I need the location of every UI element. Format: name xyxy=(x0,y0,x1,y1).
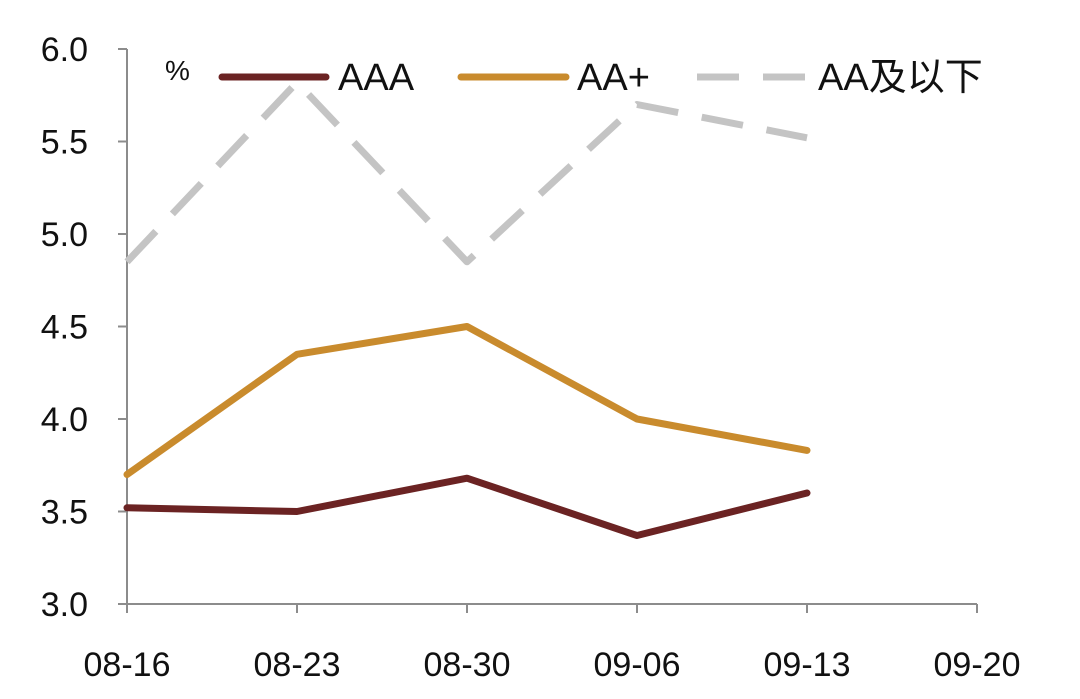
x-tick-label: 09-20 xyxy=(934,646,1021,684)
legend-item-2: AA及以下 xyxy=(697,57,983,99)
y-unit-label: % xyxy=(165,55,190,86)
series-line-2 xyxy=(124,78,808,266)
legend-item-1: AA+ xyxy=(457,57,650,99)
legend-label: AA+ xyxy=(577,57,650,99)
x-tick-label: 08-30 xyxy=(424,646,511,684)
series-lines xyxy=(123,78,811,539)
legend-item-0: AAA xyxy=(218,57,415,99)
legend: AAA AA+ AA及以下 xyxy=(218,57,983,99)
y-tick-label: 3.0 xyxy=(41,586,88,624)
series-line-0 xyxy=(123,474,811,539)
legend-label: AAA xyxy=(338,57,415,99)
y-tick-label: 5.0 xyxy=(41,216,88,254)
legend-label: AA及以下 xyxy=(818,57,983,99)
y-tick-label: 4.5 xyxy=(41,309,88,347)
x-tick-label: 09-06 xyxy=(594,646,681,684)
x-tick-label: 08-23 xyxy=(254,646,341,684)
y-tick-label: 4.0 xyxy=(41,401,88,439)
y-tick-label: 6.0 xyxy=(41,31,88,69)
series-line-1 xyxy=(123,323,811,478)
y-tick-label: 5.5 xyxy=(41,124,88,162)
axes: 3.0 3.5 4.0 4.5 5.0 5.5 6.0 08-16 08-23 08-30 09-0… xyxy=(41,31,1021,684)
y-tick-label: 3.5 xyxy=(41,494,88,532)
x-tick-label: 08-16 xyxy=(84,646,171,684)
x-tick-label: 09-13 xyxy=(764,646,851,684)
